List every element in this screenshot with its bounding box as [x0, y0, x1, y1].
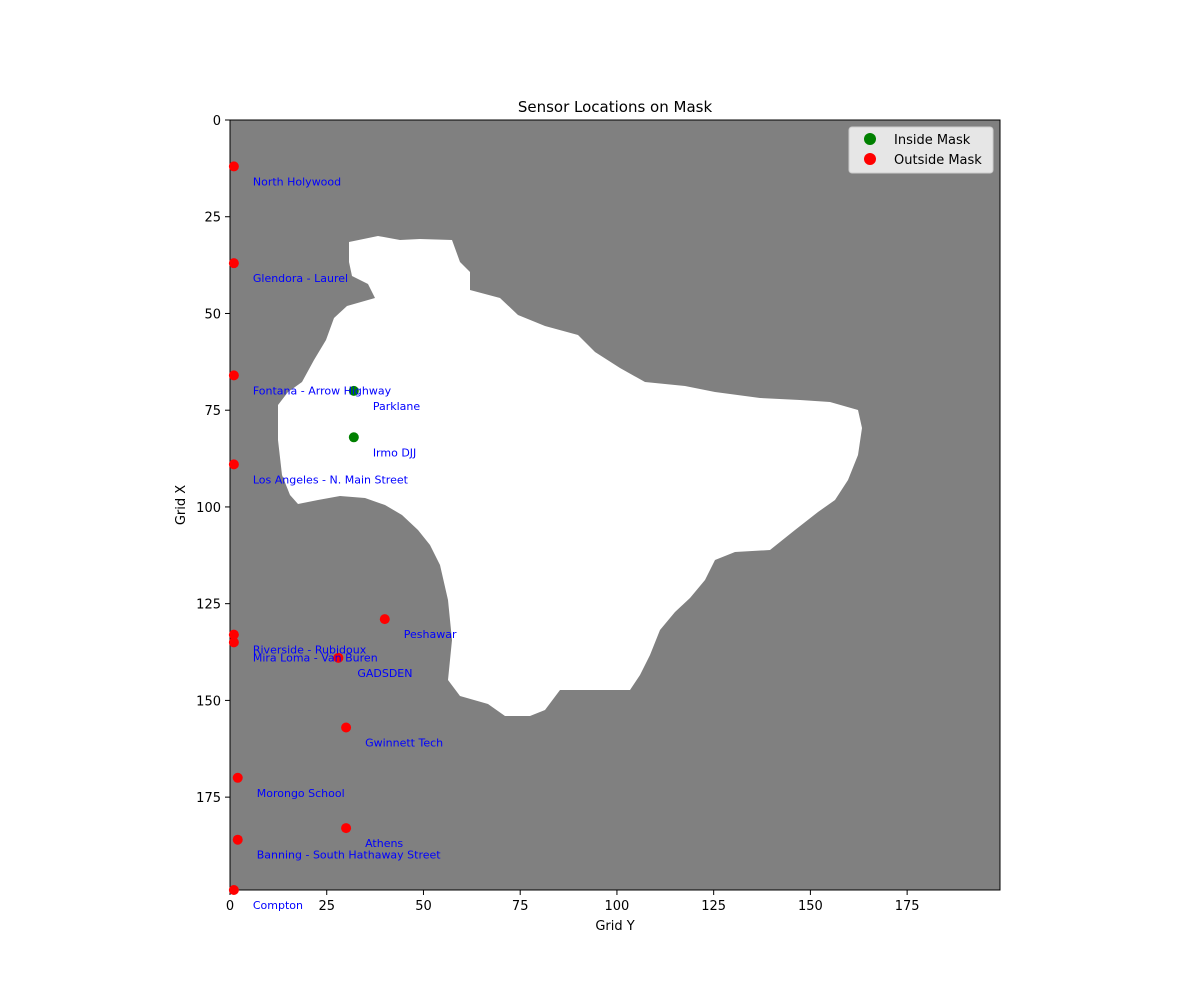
sensor-point — [228, 161, 239, 172]
sensor-point — [228, 629, 239, 640]
sensor-label: Athens — [365, 837, 403, 850]
mask-region — [278, 236, 862, 716]
sensor-label: Peshawar — [404, 628, 457, 641]
sensor-label: Fontana - Arrow Highway — [253, 384, 392, 397]
x-tick-label: 25 — [318, 899, 335, 914]
sensor-point — [348, 385, 359, 396]
plot-frame — [229, 119, 1001, 891]
sensor-point — [228, 370, 239, 381]
sensor-label: Irmo DJJ — [373, 446, 416, 459]
x-axis-label: Grid Y — [595, 919, 634, 934]
sensor-point — [232, 834, 243, 845]
y-tick-label: 75 — [204, 404, 221, 419]
legend-box — [848, 126, 994, 174]
sensor-label: Gwinnett Tech — [365, 736, 443, 749]
legend-marker — [864, 133, 876, 145]
x-tick-label: 175 — [895, 899, 920, 914]
y-tick-label: 50 — [204, 307, 221, 322]
sensor-points — [228, 161, 390, 895]
sensor-label: GADSDEN — [357, 667, 412, 680]
y-axis: 0 25 50 75 100 125 150 175 — [196, 114, 230, 806]
legend-entry: Inside Mask — [894, 133, 971, 148]
sensor-point — [379, 614, 390, 625]
y-tick-label: 0 — [213, 114, 221, 129]
sensor-point — [341, 722, 352, 733]
y-tick-label: 150 — [196, 694, 221, 709]
sensor-point — [228, 459, 239, 470]
legend-entry: Outside Mask — [894, 153, 982, 168]
y-tick-label: 25 — [204, 211, 221, 226]
y-tick-label: 175 — [196, 791, 221, 806]
sensor-point — [333, 652, 344, 663]
sensor-labels: Parklane Irmo DJJ North Holywood Glendora -… — [253, 175, 457, 912]
sensor-point — [341, 823, 352, 834]
sensor-label: Riverside - Rubidoux — [253, 644, 367, 657]
x-tick-label: 150 — [798, 899, 823, 914]
x-tick-label: 125 — [701, 899, 726, 914]
y-axis-label: Grid X — [174, 485, 189, 525]
y-tick-label: 125 — [196, 598, 221, 613]
y-tick-label: 100 — [196, 501, 221, 516]
x-tick-label: 50 — [415, 899, 432, 914]
legend-marker — [864, 153, 876, 165]
sensor-label: North Holywood — [253, 175, 341, 188]
x-tick-label: 75 — [512, 899, 529, 914]
sensor-point — [348, 432, 359, 443]
legend: Inside Mask Outside Mask — [848, 126, 994, 174]
sensor-point — [228, 258, 239, 269]
sensor-label: Glendora - Laurel — [253, 272, 348, 285]
x-tick-label: 0 — [226, 899, 234, 914]
sensor-point — [228, 637, 239, 648]
sensor-label: Banning - South Hathaway Street — [257, 849, 442, 862]
sensor-label: Compton — [253, 899, 303, 912]
x-tick-label: 100 — [605, 899, 630, 914]
sensor-label: Morongo School — [257, 787, 345, 800]
x-axis: 0 25 50 75 100 125 150 175 — [226, 890, 920, 914]
sensor-label: Parklane — [373, 400, 421, 413]
sensor-point — [228, 885, 239, 895]
sensor-label: Mira Loma - Van Buren — [253, 651, 378, 664]
sensor-point — [232, 772, 243, 783]
chart-title: Sensor Locations on Mask — [518, 98, 713, 116]
plot-area — [229, 119, 1001, 891]
sensor-label: Los Angeles - N. Main Street — [253, 473, 409, 486]
